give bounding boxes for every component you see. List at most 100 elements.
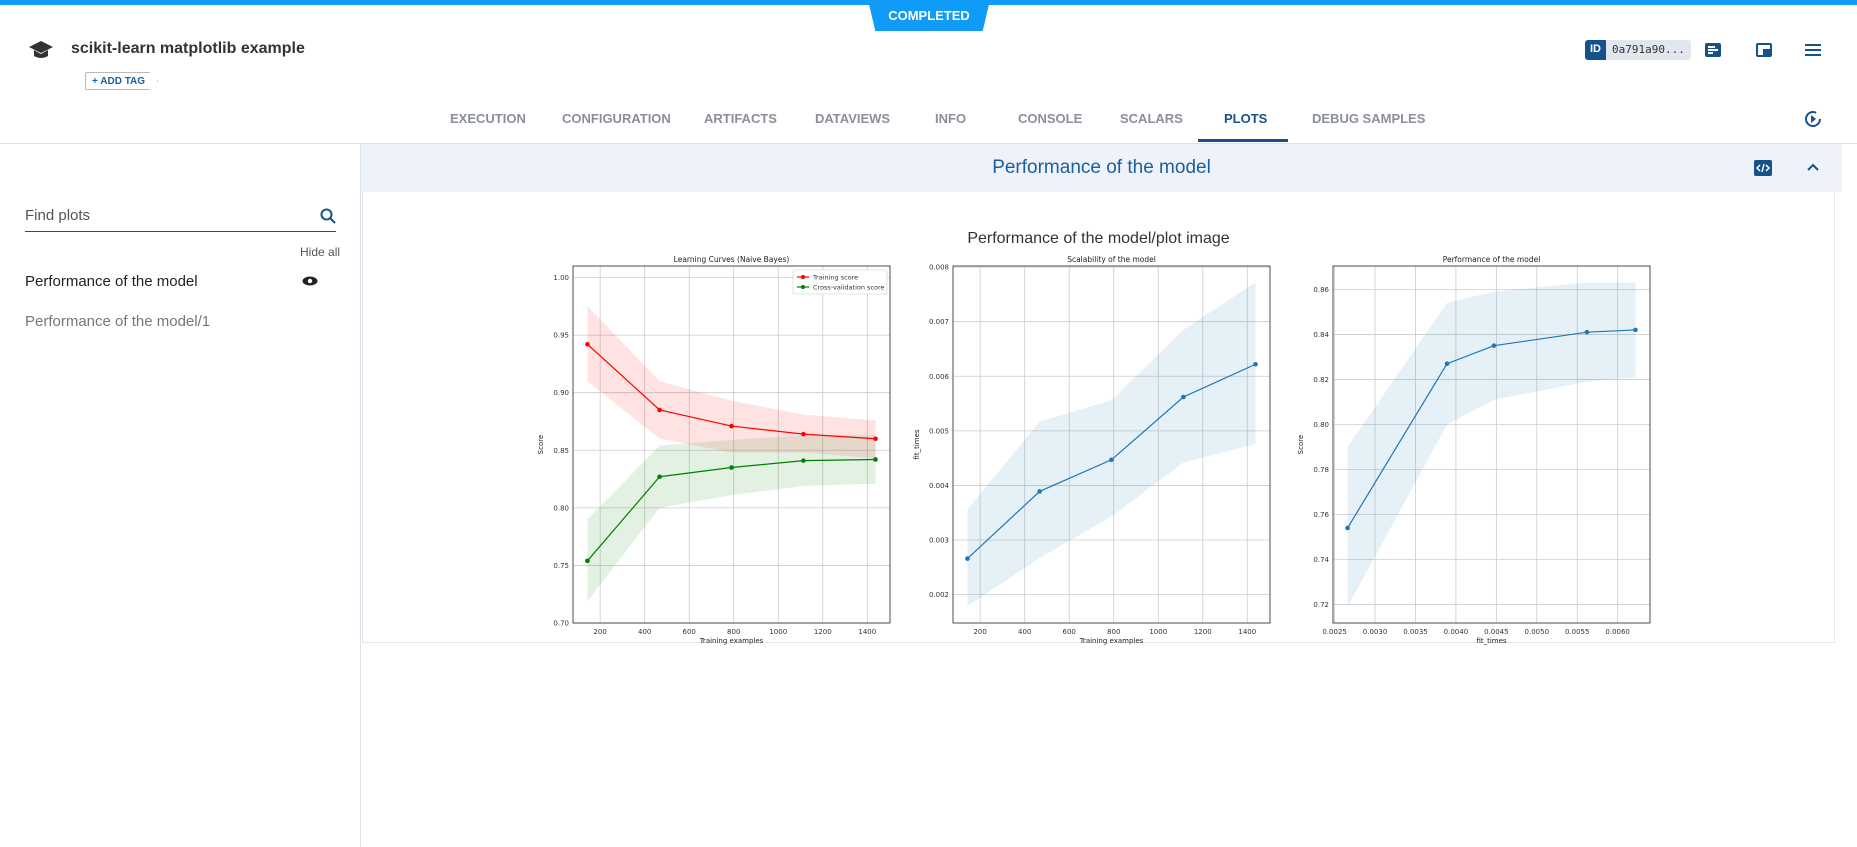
x-tick-label: 1400 <box>1238 628 1256 636</box>
y-axis-label: fit_times <box>913 429 921 459</box>
std-band <box>967 282 1256 607</box>
data-point <box>1633 327 1638 333</box>
y-tick-label: 0.007 <box>929 318 949 326</box>
subplot-3: 0.0025 0.0030 0.0035 0.0040 0.0045 0.0050 0.00… <box>1297 255 1651 645</box>
x-tick-label: 0.0025 <box>1322 628 1347 636</box>
data-point <box>1491 343 1497 348</box>
data-point <box>1037 489 1042 494</box>
task-title: scikit-learn matplotlib example <box>71 40 305 57</box>
data-point <box>657 407 662 413</box>
search-placeholder: Find plots <box>25 207 91 224</box>
x-tick-label: 0.0055 <box>1565 628 1590 636</box>
active-tab-indicator <box>1198 139 1288 142</box>
hide-all-link[interactable]: Hide all <box>300 245 341 259</box>
sidebar-item-performance-1[interactable]: Performance of the model/1 <box>25 313 211 330</box>
tab-dataviews[interactable]: DATAVIEWS <box>815 111 891 126</box>
y-axis-label: Score <box>1297 435 1305 455</box>
plot-card <box>362 192 1835 643</box>
tab-scalars[interactable]: SCALARS <box>1120 111 1183 126</box>
y-tick-label: 0.002 <box>929 591 949 599</box>
section-header: Performance of the model <box>361 144 1842 192</box>
y-tick-label: 0.85 <box>553 447 569 455</box>
id-label: ID <box>1585 40 1606 60</box>
tab-plots[interactable]: PLOTS <box>1224 111 1268 126</box>
x-tick-label: 0.0045 <box>1484 628 1509 636</box>
status-badge: COMPLETED <box>868 0 990 31</box>
x-tick-label: 0.0035 <box>1403 628 1428 636</box>
x-tick-label: 0.0030 <box>1363 628 1388 636</box>
x-tick-label: 1200 <box>1194 628 1212 636</box>
details-icon[interactable] <box>1703 40 1723 60</box>
data-point <box>1253 361 1258 367</box>
graduation-cap-icon <box>29 41 53 58</box>
std-band <box>1347 282 1636 607</box>
legend-marker <box>801 275 805 279</box>
data-point <box>729 423 734 429</box>
data-point <box>1345 525 1350 531</box>
chart-title: Scalability of the model <box>1067 255 1156 264</box>
tab-artifacts[interactable]: ARTIFACTS <box>704 111 777 126</box>
x-tick-label: 0.0040 <box>1444 628 1469 636</box>
tab-info[interactable]: INFO <box>935 111 967 126</box>
data-point <box>1584 329 1590 335</box>
plot-image: 200 400 600 800 1000 1200 1400 0.70 0.75 0.80 0.85… <box>537 255 1651 645</box>
layout-icon[interactable] <box>1754 40 1774 60</box>
y-tick-label: 0.003 <box>929 537 949 545</box>
y-tick-label: 0.004 <box>929 482 950 490</box>
plots-sidebar <box>0 144 361 847</box>
code-embed-icon[interactable] <box>1754 160 1772 176</box>
header-divider <box>0 143 1857 144</box>
y-axis-label: Score <box>537 435 545 455</box>
subplot-2: 200 400 600 800 1000 1200 1400 0.002 0.003 0.004 0… <box>913 255 1271 645</box>
legend-marker <box>801 285 805 289</box>
search-icon[interactable] <box>320 208 336 224</box>
add-tag-button[interactable]: + ADD TAG <box>85 72 159 90</box>
x-axis-label: Training examples <box>1079 637 1144 645</box>
eye-icon[interactable] <box>302 276 318 286</box>
y-tick-label: 0.70 <box>553 620 569 628</box>
refresh-icon[interactable] <box>1803 109 1823 129</box>
legend-frame <box>792 269 888 295</box>
chevron-up-icon[interactable] <box>1806 162 1820 172</box>
y-tick-label: 0.72 <box>1313 601 1329 609</box>
x-tick-label: 1200 <box>814 628 832 636</box>
y-tick-label: 0.80 <box>553 504 569 512</box>
tab-execution[interactable]: EXECUTION <box>450 111 526 126</box>
menu-icon[interactable] <box>1803 40 1823 60</box>
data-point <box>801 458 806 463</box>
x-tick-label: 1400 <box>858 628 876 636</box>
tab-console[interactable]: CONSOLE <box>1018 111 1083 126</box>
data-point <box>657 474 662 480</box>
x-tick-label: 200 <box>593 628 606 636</box>
x-axis-label: Training examples <box>699 637 764 645</box>
data-point <box>873 457 878 462</box>
chart-title: Performance of the model <box>1443 255 1541 264</box>
find-plots-input[interactable]: Find plots <box>25 200 336 232</box>
x-tick-label: 0.0060 <box>1605 628 1630 636</box>
y-tick-label: 0.76 <box>1313 511 1329 519</box>
data-point <box>1181 394 1186 400</box>
data-point <box>585 558 590 564</box>
legend-label: Cross-validation score <box>813 284 885 292</box>
legend: Training score Cross-validation score <box>792 269 888 295</box>
tab-debug-samples[interactable]: DEBUG SAMPLES <box>1312 111 1426 126</box>
axes-frame <box>1332 265 1651 624</box>
y-tick-label: 0.80 <box>1313 421 1329 429</box>
y-tick-label: 0.75 <box>553 562 569 570</box>
data-point <box>1109 457 1114 463</box>
sidebar-item-performance[interactable]: Performance of the model <box>25 273 198 290</box>
subplot-1: 200 400 600 800 1000 1200 1400 0.70 0.75 0.80 0.85… <box>537 255 891 645</box>
data-point <box>873 436 878 442</box>
axes-frame <box>952 265 1271 624</box>
x-tick-label: 0.0050 <box>1525 628 1550 636</box>
y-tick-label: 0.008 <box>929 264 949 272</box>
x-tick-label: 600 <box>1063 628 1076 636</box>
plot-title: Performance of the model/plot image <box>967 230 1230 247</box>
y-tick-label: 0.005 <box>929 427 949 435</box>
section-title: Performance of the model <box>992 157 1211 178</box>
x-tick-label: 400 <box>1018 628 1031 636</box>
y-tick-label: 0.84 <box>1313 331 1329 339</box>
tab-configuration[interactable]: CONFIGURATION <box>562 111 671 126</box>
id-badge[interactable]: ID 0a791a90... <box>1585 40 1691 60</box>
id-value: 0a791a90... <box>1606 40 1691 60</box>
